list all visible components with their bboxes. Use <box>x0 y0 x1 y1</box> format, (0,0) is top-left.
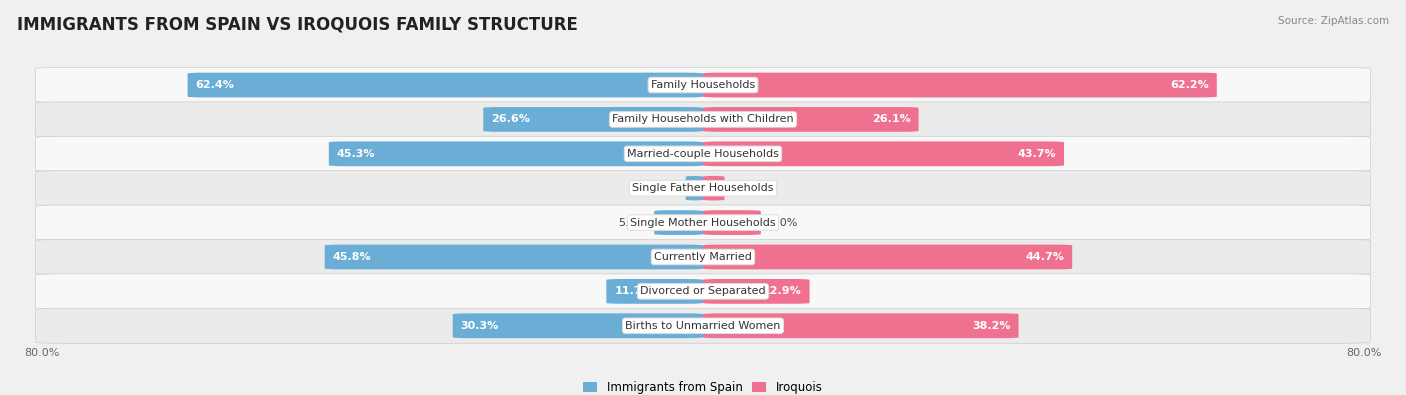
Text: 2.6%: 2.6% <box>733 183 761 193</box>
Text: 62.4%: 62.4% <box>195 80 235 90</box>
Text: 44.7%: 44.7% <box>1025 252 1064 262</box>
Text: IMMIGRANTS FROM SPAIN VS IROQUOIS FAMILY STRUCTURE: IMMIGRANTS FROM SPAIN VS IROQUOIS FAMILY… <box>17 16 578 34</box>
FancyBboxPatch shape <box>686 176 703 201</box>
Text: 45.3%: 45.3% <box>337 149 375 159</box>
Text: 26.6%: 26.6% <box>491 115 530 124</box>
Text: Divorced or Separated: Divorced or Separated <box>640 286 766 296</box>
FancyBboxPatch shape <box>654 210 703 235</box>
FancyBboxPatch shape <box>606 279 703 304</box>
FancyBboxPatch shape <box>703 107 918 132</box>
FancyBboxPatch shape <box>35 308 1371 343</box>
FancyBboxPatch shape <box>325 245 703 269</box>
Text: 43.7%: 43.7% <box>1018 149 1056 159</box>
FancyBboxPatch shape <box>35 102 1371 137</box>
Text: Married-couple Households: Married-couple Households <box>627 149 779 159</box>
Text: 30.3%: 30.3% <box>461 321 499 331</box>
Text: Family Households: Family Households <box>651 80 755 90</box>
FancyBboxPatch shape <box>35 68 1371 103</box>
Text: Single Father Households: Single Father Households <box>633 183 773 193</box>
FancyBboxPatch shape <box>703 313 1018 338</box>
FancyBboxPatch shape <box>35 239 1371 275</box>
Text: 62.2%: 62.2% <box>1170 80 1209 90</box>
Text: Family Households with Children: Family Households with Children <box>612 115 794 124</box>
FancyBboxPatch shape <box>703 73 1216 98</box>
Text: 2.1%: 2.1% <box>650 183 678 193</box>
Text: Currently Married: Currently Married <box>654 252 752 262</box>
FancyBboxPatch shape <box>703 245 1073 269</box>
Text: Source: ZipAtlas.com: Source: ZipAtlas.com <box>1278 16 1389 26</box>
FancyBboxPatch shape <box>35 205 1371 240</box>
Text: 5.9%: 5.9% <box>619 218 647 228</box>
FancyBboxPatch shape <box>35 171 1371 206</box>
Text: 7.0%: 7.0% <box>769 218 797 228</box>
FancyBboxPatch shape <box>484 107 703 132</box>
FancyBboxPatch shape <box>453 313 703 338</box>
Text: 11.7%: 11.7% <box>614 286 652 296</box>
Text: Births to Unmarried Women: Births to Unmarried Women <box>626 321 780 331</box>
Legend: Immigrants from Spain, Iroquois: Immigrants from Spain, Iroquois <box>579 376 827 395</box>
FancyBboxPatch shape <box>35 274 1371 309</box>
FancyBboxPatch shape <box>703 279 810 304</box>
Text: 12.9%: 12.9% <box>763 286 801 296</box>
FancyBboxPatch shape <box>703 210 761 235</box>
Text: 26.1%: 26.1% <box>872 115 911 124</box>
FancyBboxPatch shape <box>703 141 1064 166</box>
FancyBboxPatch shape <box>187 73 703 98</box>
Text: 45.8%: 45.8% <box>333 252 371 262</box>
Text: 38.2%: 38.2% <box>972 321 1011 331</box>
FancyBboxPatch shape <box>35 136 1371 171</box>
Text: Single Mother Households: Single Mother Households <box>630 218 776 228</box>
FancyBboxPatch shape <box>329 141 703 166</box>
FancyBboxPatch shape <box>703 176 724 201</box>
